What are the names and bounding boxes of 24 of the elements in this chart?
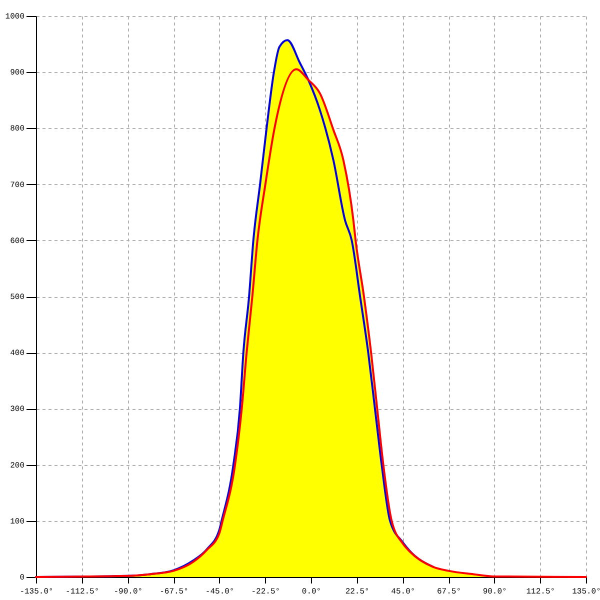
- x-tick-label: 22.5°: [345, 588, 370, 596]
- y-tick-label: 800: [10, 124, 25, 134]
- x-tick-label: 0.0°: [302, 588, 322, 596]
- y-tick-label: 400: [10, 349, 25, 358]
- y-tick-label: 300: [10, 405, 25, 414]
- x-tick-label: -45.0°: [205, 588, 234, 596]
- y-tick-label: 200: [10, 461, 25, 470]
- x-tick-label: -67.5°: [160, 588, 188, 596]
- x-tick-label: 90.0°: [482, 588, 507, 596]
- y-tick-label: 700: [10, 180, 25, 190]
- y-tick-label: 500: [10, 293, 25, 302]
- x-tick-label: -112.5°: [66, 588, 100, 596]
- x-tick-label: -22.5°: [251, 588, 280, 596]
- x-tick-label: 135.0°: [572, 588, 600, 596]
- x-tick-label: 67.5°: [436, 588, 462, 596]
- y-tick-label: 900: [10, 68, 25, 78]
- x-tick-label: 45.0°: [391, 588, 416, 596]
- y-tick-label: 600: [10, 236, 25, 246]
- y-tick-label: 100: [10, 517, 25, 526]
- y-tick-label: 1000: [5, 12, 25, 22]
- x-tick-label: -90.0°: [114, 588, 143, 596]
- y-tick-label: 0: [20, 574, 25, 582]
- x-tick-label: -135.0°: [20, 588, 54, 596]
- x-tick-label: 112.5°: [526, 588, 556, 596]
